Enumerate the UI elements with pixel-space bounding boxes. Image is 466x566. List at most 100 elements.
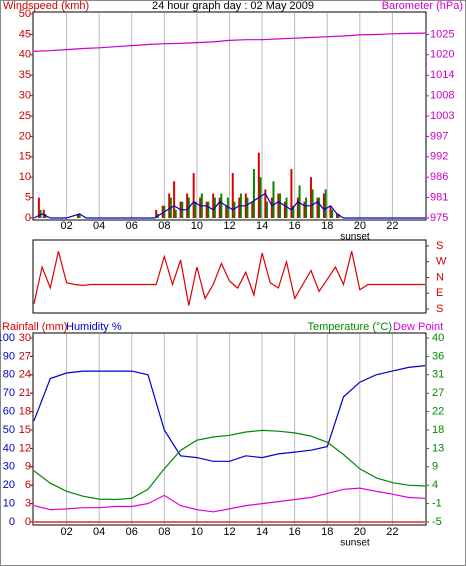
x-tick-label: 14 [256, 526, 268, 538]
y-tick-label: 1025 [430, 28, 454, 40]
y-tick-label: 9 [432, 461, 438, 473]
axis-title: Barometer (hPa) [382, 0, 463, 12]
wind-bar [37, 197, 40, 218]
wind-bar [257, 152, 260, 218]
wind-bar [336, 213, 339, 218]
wind-bar [205, 201, 208, 218]
y-tick-label: 30 [3, 461, 15, 473]
x-tick-label: 14 [256, 220, 268, 232]
wind-bar [296, 197, 299, 218]
x-tick-label: 16 [289, 220, 301, 232]
x-tick-label: 02 [60, 220, 72, 232]
wind-bar [331, 209, 334, 218]
y-tick-label: 15 [19, 424, 31, 436]
wind-bar [246, 197, 249, 218]
y-tick-label: 1008 [430, 90, 454, 102]
wind-bar [272, 181, 275, 218]
wind-bar [318, 197, 321, 218]
y-tick-label: 997 [430, 130, 448, 142]
wind-bar [155, 209, 158, 218]
y-tick-label: 100 [0, 332, 15, 344]
x-tick-label: 04 [93, 220, 105, 232]
y-tick-label: 40 [19, 49, 31, 61]
y-tick-label: 1003 [430, 110, 454, 122]
y-tick-label: 30 [19, 90, 31, 102]
x-tick-label: 12 [223, 526, 235, 538]
y-tick-label: 80 [3, 369, 15, 381]
y-tick-label: 0 [25, 516, 31, 528]
wind-bar [233, 201, 236, 218]
wind-bar [42, 209, 45, 218]
wind-bar [277, 193, 280, 218]
y-tick-label: 90 [3, 350, 15, 362]
wind-bar [212, 193, 215, 218]
series-label: Rainfall (mm) [2, 321, 67, 333]
wind-bar [292, 205, 295, 218]
x-tick-label: 10 [191, 220, 203, 232]
y-tick-label: 18 [19, 406, 31, 418]
wind-bar [218, 197, 221, 218]
y-tick-label: 18 [432, 424, 444, 436]
y-tick-label: E [436, 287, 443, 299]
wind-bar [303, 201, 306, 218]
wind-bar [279, 193, 282, 218]
wind-bar [220, 193, 223, 218]
x-tick-label: 22 [386, 220, 398, 232]
wind-bar [298, 185, 301, 218]
x-tick-label: 18 [321, 526, 333, 538]
y-tick-label: 20 [3, 479, 15, 491]
wind-bar [251, 201, 254, 218]
y-tick-label: 27 [19, 350, 31, 362]
wind-bar [186, 193, 189, 218]
wind-bar [324, 189, 327, 218]
y-tick-label: 10 [19, 171, 31, 183]
y-tick-label: 45 [19, 28, 31, 40]
x-tick-label: 06 [126, 526, 138, 538]
x-tick-label: 12 [223, 220, 235, 232]
wind-bar [322, 193, 325, 218]
x-tick-label: 08 [158, 220, 170, 232]
axis-title: 24 hour graph day : 02 May 2009 [152, 0, 314, 12]
series-line [33, 251, 425, 306]
wind-bar [252, 169, 255, 218]
wind-bar [238, 197, 241, 218]
wind-bar [337, 213, 340, 218]
series-line [33, 365, 426, 462]
wind-bar [76, 213, 79, 218]
y-tick-label: S [436, 240, 443, 252]
wind-bar [39, 209, 42, 218]
y-tick-label: 21 [19, 387, 31, 399]
y-tick-label: 975 [430, 212, 448, 224]
y-tick-label: 10 [3, 498, 15, 510]
y-tick-label: 25 [19, 110, 31, 122]
y-tick-label: S [436, 303, 443, 315]
y-tick-label: 0 [25, 212, 31, 224]
y-tick-label: 30 [19, 332, 31, 344]
y-tick-label: 0 [9, 516, 15, 528]
y-tick-label: 27 [432, 387, 444, 399]
y-tick-label: 4 [432, 479, 438, 491]
y-tick-label: 1020 [430, 49, 454, 61]
wind-bar [161, 205, 164, 218]
x-tick-label: 06 [126, 220, 138, 232]
wind-bar [309, 177, 312, 218]
x-tick-label: 20 [354, 526, 366, 538]
x-tick-label: 18 [321, 220, 333, 232]
wind-bar [192, 173, 195, 218]
y-tick-label: -1 [432, 498, 442, 510]
y-tick-label: 35 [19, 69, 31, 81]
y-tick-label: 986 [430, 171, 448, 183]
y-tick-label: 1014 [430, 69, 454, 81]
sunset-label: sunset [340, 232, 370, 243]
wind-bar [283, 201, 286, 218]
y-tick-label: 992 [430, 151, 448, 163]
x-tick-label: 16 [289, 526, 301, 538]
y-tick-label: 6 [25, 479, 31, 491]
y-tick-label: 5 [25, 192, 31, 204]
axis-title: Windspeed (kmh) [3, 0, 89, 12]
wind-bar [305, 197, 308, 218]
x-tick-label: 08 [158, 526, 170, 538]
y-tick-label: 31 [432, 369, 444, 381]
y-tick-label: 24 [19, 369, 31, 381]
wind-bar [174, 209, 177, 218]
